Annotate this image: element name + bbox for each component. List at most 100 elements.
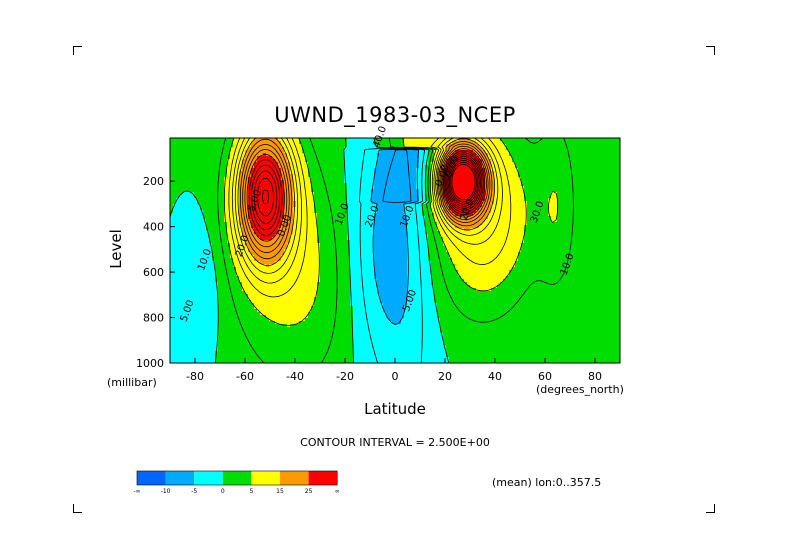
field-cell [173, 336, 177, 340]
field-cell [311, 294, 315, 298]
field-cell [308, 312, 312, 316]
field-cell [197, 267, 201, 271]
field-cell [302, 264, 306, 268]
field-cell [185, 225, 189, 229]
field-cell [275, 174, 279, 178]
field-cell [275, 249, 279, 253]
field-cell [173, 288, 177, 292]
field-cell [290, 141, 294, 145]
field-cell [191, 267, 195, 271]
field-cell [299, 216, 303, 220]
field-cell [311, 285, 315, 289]
field-cell [245, 279, 249, 283]
field-cell [293, 147, 297, 151]
field-cell [359, 174, 363, 178]
field-cell [203, 273, 207, 277]
field-cell [359, 228, 363, 232]
field-cell [191, 333, 195, 337]
field-cell [182, 303, 186, 307]
field-cell [332, 300, 336, 304]
field-cell [362, 315, 366, 319]
field-cell [281, 147, 285, 151]
field-cell [173, 282, 177, 286]
field-cell [245, 291, 249, 295]
field-cell [290, 252, 294, 256]
field-cell [368, 138, 372, 142]
field-cell [317, 339, 321, 343]
field-cell [266, 300, 270, 304]
field-cell [215, 222, 219, 226]
field-cell [305, 360, 309, 363]
field-cell [227, 234, 231, 238]
field-cell [182, 207, 186, 211]
field-cell [182, 318, 186, 322]
field-cell [257, 282, 261, 286]
field-cell [218, 297, 222, 301]
field-cell [200, 138, 204, 142]
field-cell [356, 324, 360, 328]
field-cell [338, 306, 342, 310]
field-cell [221, 153, 225, 157]
field-cell [311, 291, 315, 295]
field-cell [362, 258, 366, 262]
field-cell [311, 186, 315, 190]
field-cell [218, 345, 222, 349]
field-cell [233, 282, 237, 286]
field-cell [344, 276, 348, 280]
field-cell [248, 183, 252, 187]
field-cell [326, 228, 330, 232]
field-cell [320, 177, 324, 181]
field-cell [236, 312, 240, 316]
field-cell [347, 159, 351, 163]
field-cell [269, 282, 273, 286]
field-cell [242, 162, 246, 166]
field-cell [218, 183, 222, 187]
field-cell [365, 165, 369, 169]
field-cell [263, 297, 267, 301]
field-cell [260, 183, 264, 187]
field-cell [278, 165, 282, 169]
field-cell [353, 315, 357, 319]
field-cell [215, 174, 219, 178]
field-cell [302, 297, 306, 301]
field-cell [353, 312, 357, 316]
field-cell [254, 192, 258, 196]
field-cell [188, 312, 192, 316]
field-cell [248, 249, 252, 253]
field-cell [179, 360, 183, 363]
field-cell [287, 312, 291, 316]
field-cell [197, 198, 201, 202]
field-cell [314, 324, 318, 328]
field-cell [248, 252, 252, 256]
field-cell [227, 309, 231, 313]
field-cell [314, 222, 318, 226]
field-cell [314, 249, 318, 253]
field-cell [338, 312, 342, 316]
field-cell [359, 225, 363, 229]
field-cell [260, 321, 264, 325]
field-cell [299, 246, 303, 250]
field-cell [191, 324, 195, 328]
field-cell [203, 264, 207, 268]
field-cell [278, 279, 282, 283]
field-cell [296, 324, 300, 328]
field-cell [227, 210, 231, 214]
field-cell [233, 192, 237, 196]
field-cell [362, 255, 366, 259]
field-cell [311, 315, 315, 319]
field-cell [263, 318, 267, 322]
field-cell [281, 300, 285, 304]
field-cell [296, 141, 300, 145]
field-cell [356, 228, 360, 232]
field-cell [311, 255, 315, 259]
field-cell [221, 141, 225, 145]
field-cell [230, 315, 234, 319]
field-cell [353, 258, 357, 262]
field-cell [266, 339, 270, 343]
field-cell [254, 141, 258, 145]
field-cell [230, 312, 234, 316]
field-cell [203, 156, 207, 160]
field-cell [320, 273, 324, 277]
field-cell [284, 315, 288, 319]
field-cell [287, 180, 291, 184]
